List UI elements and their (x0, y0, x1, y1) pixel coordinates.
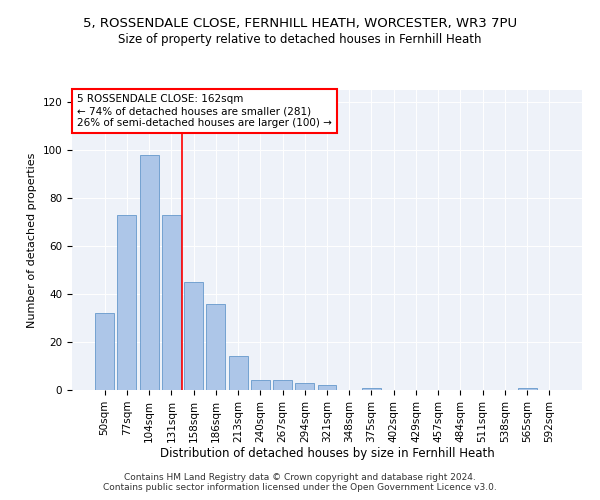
Bar (206, 304, 225, 390)
Bar (118, 215, 136, 390)
Bar (184, 282, 203, 390)
Bar (317, 385, 337, 390)
Bar (362, 388, 381, 390)
Bar (95, 313, 114, 390)
Text: Size of property relative to detached houses in Fernhill Heath: Size of property relative to detached ho… (118, 32, 482, 46)
Bar (295, 383, 314, 390)
Bar (229, 356, 248, 390)
Bar (518, 388, 536, 390)
Bar (273, 380, 292, 390)
Bar (162, 215, 181, 390)
Text: 5 ROSSENDALE CLOSE: 162sqm
← 74% of detached houses are smaller (281)
26% of sem: 5 ROSSENDALE CLOSE: 162sqm ← 74% of deta… (77, 94, 332, 128)
Y-axis label: Number of detached properties: Number of detached properties (27, 152, 37, 328)
Text: Contains HM Land Registry data © Crown copyright and database right 2024.
Contai: Contains HM Land Registry data © Crown c… (103, 473, 497, 492)
Bar (251, 380, 270, 390)
X-axis label: Distribution of detached houses by size in Fernhill Heath: Distribution of detached houses by size … (160, 448, 494, 460)
Bar (140, 155, 158, 390)
Text: 5, ROSSENDALE CLOSE, FERNHILL HEATH, WORCESTER, WR3 7PU: 5, ROSSENDALE CLOSE, FERNHILL HEATH, WOR… (83, 18, 517, 30)
